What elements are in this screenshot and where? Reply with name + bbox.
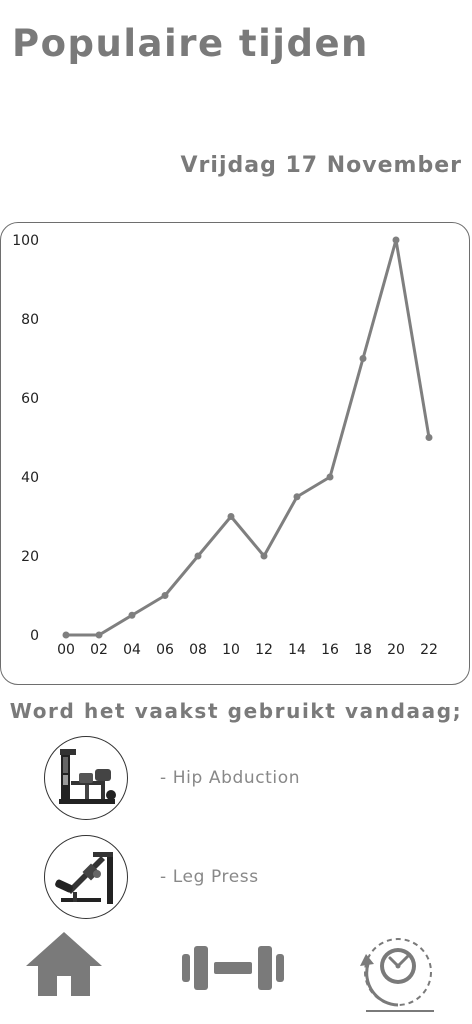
data-point xyxy=(326,473,334,481)
chart-card: 0 20 40 60 80 100 00 02 04 06 08 10 12 14 16 18 20 22 xyxy=(0,222,470,685)
data-point xyxy=(260,552,268,560)
exercise-label: - Hip Abduction xyxy=(160,768,301,788)
exercise-label: - Leg Press xyxy=(160,867,259,887)
y-tick-label: 40 xyxy=(21,470,39,486)
series-line xyxy=(66,238,431,637)
section-heading: Word het vaakst gebruikt vandaag; xyxy=(9,699,463,723)
y-tick-label: 20 xyxy=(21,549,39,565)
x-tick-label: 06 xyxy=(156,642,174,658)
x-tick-label: 10 xyxy=(222,642,240,658)
x-tick-label: 18 xyxy=(354,642,372,658)
data-point xyxy=(293,493,301,501)
x-tick-label: 16 xyxy=(321,642,339,658)
history-clock-icon xyxy=(360,938,432,1007)
x-tick-label: 20 xyxy=(387,642,405,658)
nav-history[interactable] xyxy=(354,934,438,1014)
data-point xyxy=(227,513,235,520)
y-tick-label: 60 xyxy=(21,391,39,407)
nav-active-indicator xyxy=(366,1010,434,1012)
data-point xyxy=(425,434,433,441)
bottom-nav xyxy=(0,926,472,1024)
home-icon xyxy=(26,932,102,996)
x-tick-label: 04 xyxy=(123,642,141,658)
y-tick-label: 100 xyxy=(12,233,39,249)
data-point xyxy=(62,631,70,639)
x-tick-label: 22 xyxy=(420,642,438,658)
nav-workouts[interactable] xyxy=(182,944,284,996)
data-point xyxy=(359,355,367,362)
nav-home[interactable] xyxy=(26,930,102,1002)
data-point xyxy=(194,552,202,560)
y-tick-label: 0 xyxy=(30,628,39,644)
x-tick-label: 02 xyxy=(90,642,108,658)
x-tick-label: 12 xyxy=(255,642,273,658)
exercise-item-hip-abduction[interactable]: - Hip Abduction xyxy=(44,736,464,822)
chart-date-label: Vrijdag 17 November xyxy=(180,153,462,178)
x-tick-label: 00 xyxy=(57,642,75,658)
page-title: Populaire tijden xyxy=(12,22,369,65)
leg-press-machine-icon xyxy=(44,835,128,919)
data-point xyxy=(392,236,400,244)
x-tick-label: 08 xyxy=(189,642,207,658)
hip-abduction-machine-icon xyxy=(44,736,128,820)
dumbbell-icon xyxy=(182,946,284,990)
y-tick-label: 80 xyxy=(21,312,39,328)
popular-times-chart: 0 20 40 60 80 100 00 02 04 06 08 10 12 14 16 18 20 22 xyxy=(12,233,438,658)
data-point xyxy=(128,611,136,619)
exercise-item-leg-press[interactable]: - Leg Press xyxy=(44,835,464,921)
data-point xyxy=(161,592,169,599)
x-tick-label: 14 xyxy=(288,642,306,658)
data-point xyxy=(95,631,103,639)
